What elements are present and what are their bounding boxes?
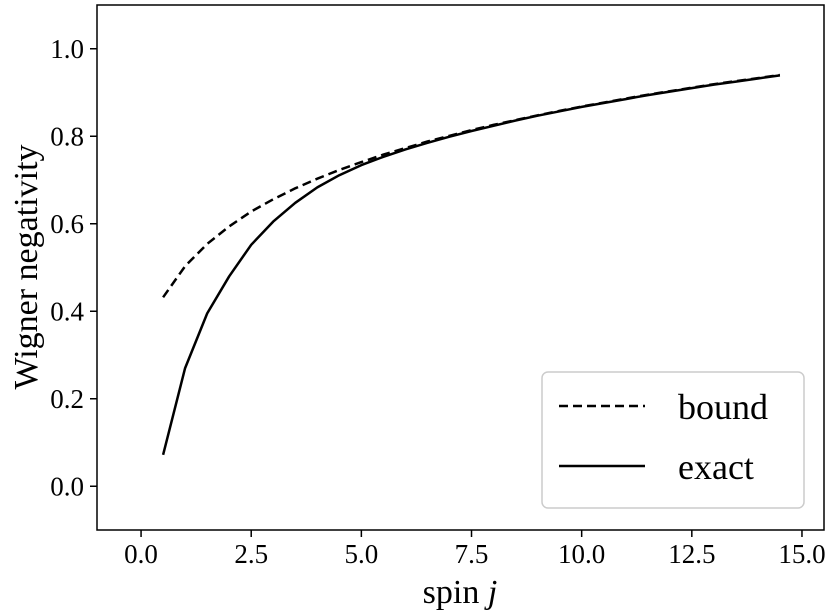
x-tick-label: 2.5 <box>234 539 268 569</box>
legend-label-bound: bound <box>678 387 768 427</box>
legend-label-exact: exact <box>678 447 754 487</box>
y-axis-ticks: 0.0 0.2 0.4 0.6 0.8 1.0 <box>50 34 97 501</box>
x-tick-label: 10.0 <box>558 539 605 569</box>
x-tick-label: 15.0 <box>778 539 825 569</box>
x-axis-label-variable: j <box>484 574 497 611</box>
x-axis-label: spin j <box>423 574 498 611</box>
y-tick-label: 0.6 <box>50 209 84 239</box>
x-tick-label: 7.5 <box>455 539 489 569</box>
series-line-exact <box>161 74 781 456</box>
x-axis-ticks: 0.0 2.5 5.0 7.5 10.0 12.5 15.0 <box>124 530 826 569</box>
y-tick-label: 0.2 <box>50 384 84 414</box>
plot-area-frame <box>96 4 825 531</box>
series-line-bound <box>162 73 781 299</box>
x-axis-label-text: spin <box>423 574 480 611</box>
x-tick-label: 12.5 <box>668 539 715 569</box>
x-tick-label: 5.0 <box>344 539 378 569</box>
y-tick-label: 1.0 <box>50 34 84 64</box>
x-tick-label: 0.0 <box>124 539 158 569</box>
y-tick-label: 0.4 <box>50 296 84 326</box>
y-tick-label: 0.8 <box>50 121 84 151</box>
series-layer <box>161 73 781 456</box>
y-axis-label: Wigner negativity <box>8 144 45 389</box>
legend: bound exact <box>541 371 805 509</box>
y-tick-label: 0.0 <box>50 471 84 501</box>
